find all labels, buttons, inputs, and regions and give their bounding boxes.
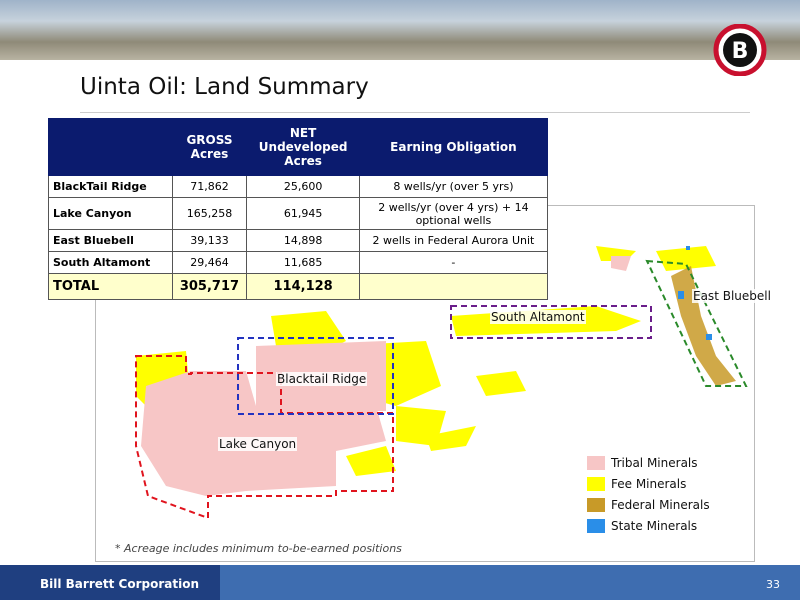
header-row: GROSS Acres NET Undeveloped Acres Earning … (48, 118, 549, 176)
logo-letter: B (732, 39, 749, 64)
map-label: East Bluebell (692, 289, 772, 303)
table-cell: Lake Canyon (48, 197, 173, 230)
map-label: Blacktail Ridge (276, 372, 368, 386)
total-cell: 114,128 (246, 273, 360, 300)
table-cell: - (358, 251, 549, 274)
table-cell: 29,464 (171, 251, 248, 274)
table-cell: South Altamont (48, 251, 173, 274)
table-cell: 71,862 (171, 175, 248, 198)
rule (80, 112, 750, 113)
title: Uinta Oil: Land Summary (80, 74, 369, 100)
legend-label: Federal Minerals (611, 498, 710, 512)
table-row: Lake Canyon 165,258 61,945 2 wells/yr (over… (48, 197, 549, 230)
total-row: TOTAL 305,717 114,128 (48, 273, 549, 300)
column-header: GROSS Acres (171, 118, 248, 176)
legend-label: Tribal Minerals (611, 456, 698, 470)
map-label: South Altamont (490, 310, 586, 324)
table-cell: 25,600 (246, 175, 360, 198)
table-cell: 2 wells in Federal Aurora Unit (358, 229, 549, 252)
total-cell: 305,717 (171, 273, 248, 300)
table-cell: 8 wells/yr (over 5 yrs) (358, 175, 549, 198)
footnote: * Acreage includes minimum to-be-earned … (115, 542, 402, 555)
table-cell: East Bluebell (48, 229, 173, 252)
column-header: Earning Obligation (358, 118, 549, 176)
table-row: BlackTail Ridge 71,862 25,600 8 wells/yr (o… (48, 175, 549, 198)
legend-swatch (587, 477, 605, 491)
map-drawing (135, 246, 748, 520)
header-cell (48, 118, 173, 176)
legend-swatch (587, 498, 605, 512)
page-number: 33 (766, 578, 780, 591)
table-cell: BlackTail Ridge (48, 175, 173, 198)
table-cell: 2 wells/yr (over 4 yrs) + 14 optional we… (358, 197, 549, 230)
banner (0, 0, 800, 60)
map-label: Lake Canyon (218, 437, 298, 451)
table-row: East Bluebell 39,133 14,898 2 wells in Fede… (48, 229, 549, 252)
table-cell: 39,133 (171, 229, 248, 252)
table-row: South Altamont 29,464 11,685- (48, 251, 549, 274)
total-cell (358, 273, 549, 300)
map (95, 205, 755, 562)
footer-left (0, 565, 220, 600)
table-cell: 165,258 (171, 197, 248, 230)
column-header: NET Undeveloped Acres (246, 118, 360, 176)
company: Bill Barrett Corporation (40, 577, 199, 591)
summary-table: GROSS Acres NET Undeveloped Acres Earning … (48, 118, 549, 300)
legend-label: Fee Minerals (611, 477, 687, 491)
legend-label: State Minerals (611, 519, 698, 533)
table-cell: 11,685 (246, 251, 360, 274)
legend-swatch (587, 519, 605, 533)
legend-swatch (587, 456, 605, 470)
total-cell: TOTAL (48, 273, 173, 300)
table-cell: 61,945 (246, 197, 360, 230)
table-cell: 14,898 (246, 229, 360, 252)
logo: B (713, 24, 767, 76)
